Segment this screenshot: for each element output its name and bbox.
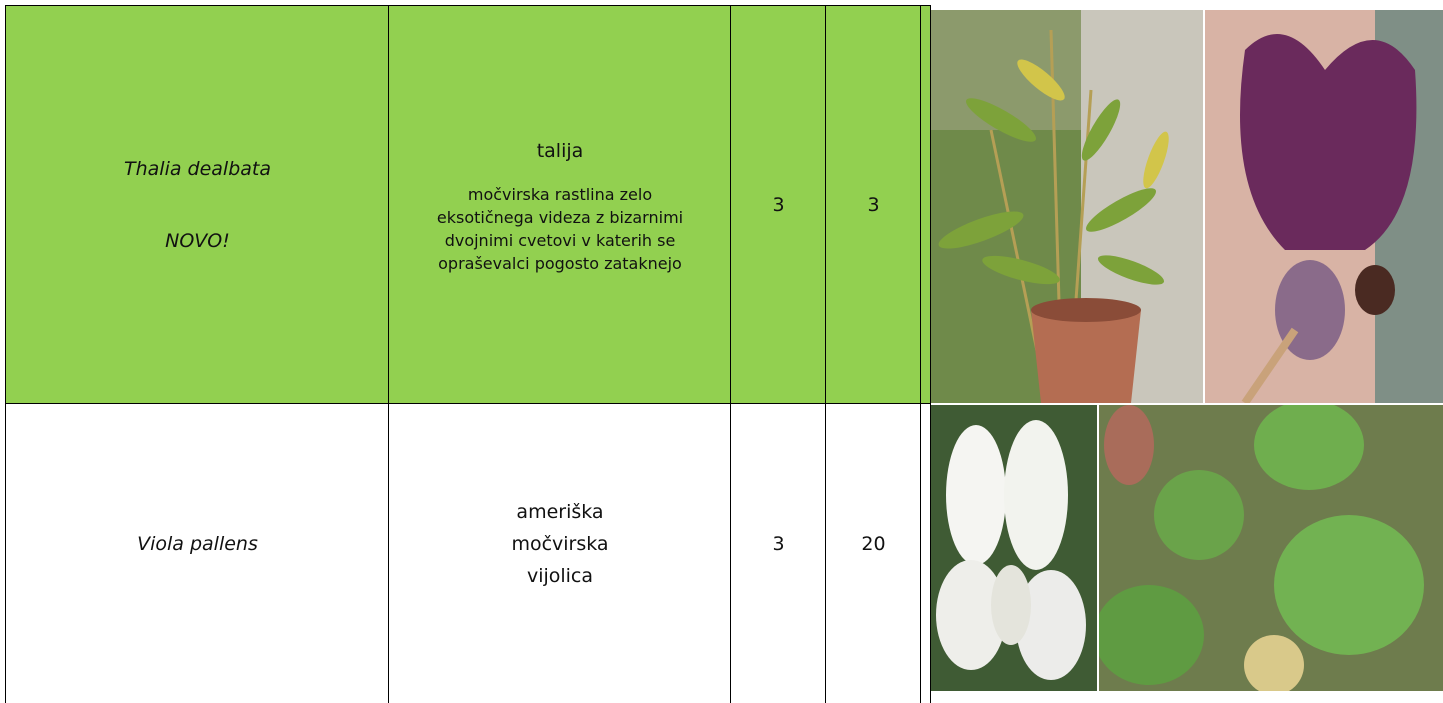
value: 3 — [772, 532, 785, 555]
photo-plant — [931, 10, 1203, 403]
photo-violet — [931, 405, 1097, 691]
description: močvirska rastlina zelo eksotičnega vide… — [436, 185, 684, 273]
cell-spacer — [920, 403, 931, 703]
latin-name: Thalia dealbata — [124, 158, 271, 180]
value: 20 — [861, 532, 886, 555]
common-name: talija — [536, 140, 584, 162]
common-name: ameriška močvirska vijolica — [511, 500, 609, 587]
latin-name: Viola pallens — [137, 532, 258, 555]
cell-latin: Thalia dealbata NOVO! — [5, 5, 389, 404]
value: 3 — [867, 194, 880, 216]
photo-leaves — [1099, 405, 1443, 691]
value: 3 — [772, 194, 785, 216]
photo-flower — [1205, 10, 1443, 403]
cell-num: 3 — [825, 5, 921, 404]
cell-spacer — [920, 5, 931, 404]
cell-num: 20 — [825, 403, 921, 703]
cell-num: 3 — [730, 5, 826, 404]
cell-common: talija močvirska rastlina zelo eksotične… — [388, 5, 731, 404]
note: NOVO! — [165, 230, 230, 252]
cell-num: 3 — [730, 403, 826, 703]
cell-common: ameriška močvirska vijolica — [388, 403, 731, 703]
cell-latin: Viola pallens — [5, 403, 389, 703]
